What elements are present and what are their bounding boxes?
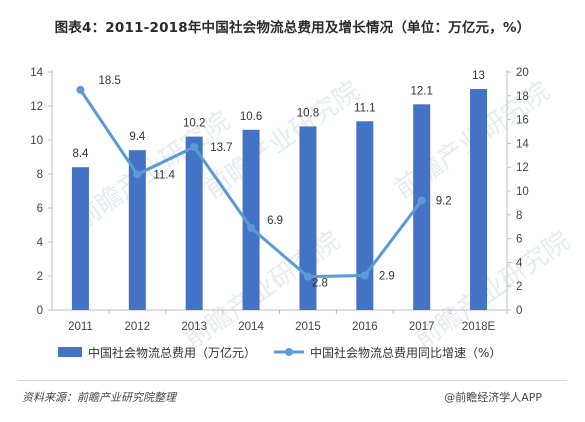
y-tick-label-left: 8 [37, 169, 43, 181]
y-tick-label-right: 4 [516, 257, 523, 269]
y-tick-label-right: 10 [516, 186, 529, 198]
bar-value-label: 11.1 [354, 102, 376, 114]
line-value-label: 11.4 [153, 169, 175, 181]
line-point [247, 223, 256, 232]
footer-divider [18, 380, 567, 381]
data-labels: 8.4 9.4 10.2 10.6 10.8 11.1 12.1 13 18.5 11.4 13.7… [72, 70, 485, 290]
chart-axes: 0 2 4 6 8 10 12 14 0 2 4 6 8 10 12 14 16 18 20 2011 2012 2013… [30, 67, 529, 333]
y-tick-label-right: 8 [516, 210, 522, 222]
bar-value-label: 13 [472, 70, 485, 82]
line-point [190, 142, 199, 151]
y-tick-label-left: 14 [30, 67, 43, 79]
bar [71, 167, 89, 310]
y-tick-label-left: 10 [30, 135, 43, 147]
y-tick-label-left: 12 [30, 101, 43, 113]
bar-value-label: 10.2 [183, 118, 205, 130]
bar [299, 126, 317, 311]
brand-credit: @前瞻经济学人APP [444, 391, 542, 404]
legend-bar-swatch [58, 347, 82, 357]
bar [356, 121, 374, 310]
bar-value-label: 10.6 [240, 111, 262, 123]
source-note: 资料来源：前瞻产业研究院整理 [22, 391, 176, 404]
y-tick-label-left: 2 [37, 271, 43, 283]
line-point [76, 85, 85, 94]
line-point [417, 196, 426, 205]
line-point [360, 271, 369, 280]
chart-title: 图表4：2011-2018年中国社会物流总费用及增长情况（单位：万亿元，%） [54, 20, 531, 36]
x-tick-label: 2017 [409, 321, 435, 333]
legend-bar-label: 中国社会物流总费用（万亿元） [88, 345, 256, 360]
x-tick-label: 2015 [295, 321, 321, 333]
y-tick-label-right: 0 [516, 305, 522, 317]
legend-line-label: 中国社会物流总费用同比增速（%） [310, 345, 501, 360]
x-tick-label: 2011 [68, 321, 93, 333]
bar [242, 129, 260, 310]
bar [185, 136, 203, 310]
y-tick-label-left: 6 [37, 203, 43, 215]
line-point [133, 170, 142, 179]
x-tick-label: 2013 [181, 321, 207, 333]
bar-value-label: 9.4 [129, 131, 146, 143]
y-tick-label-right: 6 [516, 234, 522, 246]
line-value-label: 18.5 [98, 75, 120, 87]
y-tick-label-right: 2 [516, 281, 522, 293]
x-tick-label: 2014 [238, 321, 264, 333]
legend: 中国社会物流总费用（万亿元） 中国社会物流总费用同比增速（%） [58, 345, 501, 360]
line-value-label: 2.9 [379, 270, 395, 282]
y-tick-label-right: 14 [516, 138, 529, 150]
y-tick-label-left: 4 [37, 237, 44, 249]
x-tick-label: 2018E [462, 321, 496, 333]
line-value-label: 13.7 [210, 142, 232, 154]
y-tick-label-left: 0 [37, 305, 43, 317]
line-value-label: 9.2 [436, 196, 452, 208]
x-tick-label: 2016 [352, 321, 378, 333]
bar [128, 150, 146, 310]
y-tick-label-right: 12 [516, 162, 529, 174]
bar-value-label: 12.1 [410, 85, 432, 97]
line-point [303, 272, 312, 281]
bar [470, 89, 488, 310]
bar [413, 104, 431, 310]
bar-value-label: 8.4 [72, 148, 89, 160]
line-value-label: 6.9 [267, 215, 283, 227]
y-tick-label-right: 16 [516, 115, 529, 127]
line-value-label: 2.8 [312, 278, 328, 290]
y-tick-label-right: 18 [516, 91, 529, 103]
line-series [76, 85, 426, 281]
legend-line-marker [285, 348, 293, 356]
bar-value-label: 10.8 [297, 107, 319, 119]
bar-series [71, 89, 488, 311]
y-tick-label-right: 20 [516, 67, 529, 79]
x-tick-label: 2012 [125, 321, 151, 333]
